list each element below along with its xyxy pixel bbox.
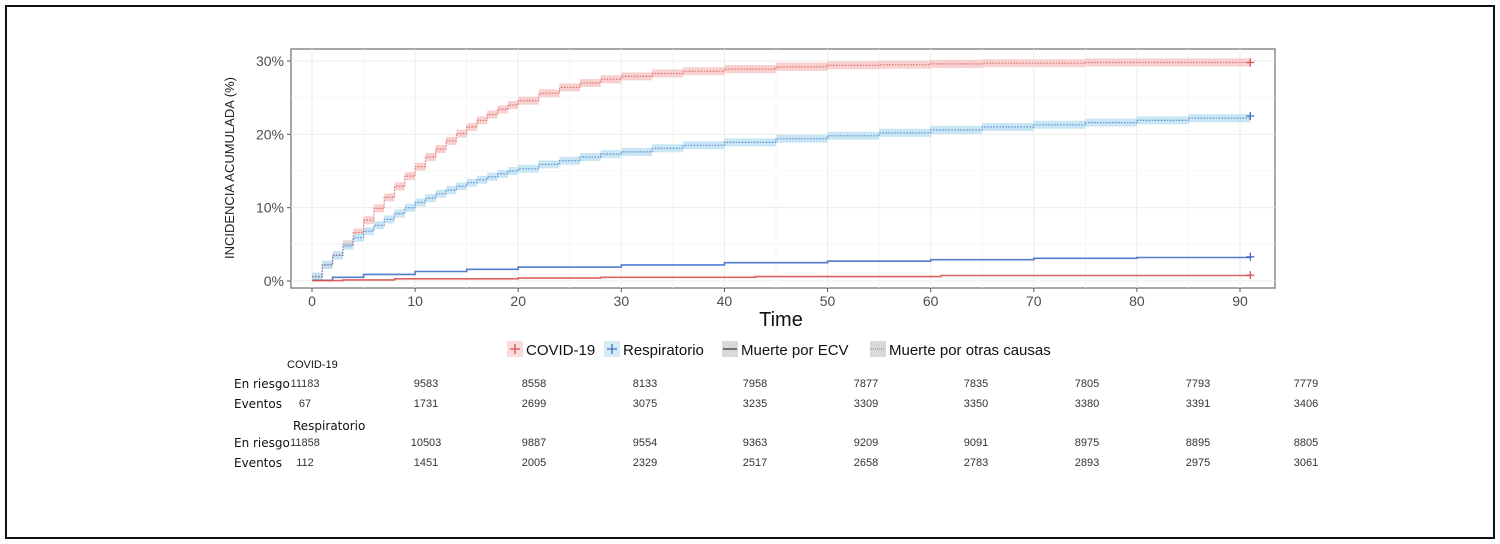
x-tick-label: 90 <box>1232 293 1248 309</box>
risk-cell: 7793 <box>1185 378 1211 390</box>
risk-cell: 1731 <box>413 398 439 410</box>
risk-cell: 2699 <box>521 398 547 410</box>
risk-cell: 8975 <box>1074 437 1100 449</box>
x-tick-label: 80 <box>1129 293 1145 309</box>
y-tick-label: 30% <box>256 53 284 69</box>
risk-row-label: Eventos <box>234 456 282 470</box>
risk-cell: 2329 <box>632 457 658 469</box>
legend-label: Muerte por otras causas <box>889 342 1051 359</box>
risk-cell: 8895 <box>1185 437 1211 449</box>
risk-cell: 112 <box>296 457 314 469</box>
x-tick-label: 70 <box>1026 293 1042 309</box>
risk-cell: 3406 <box>1293 398 1319 410</box>
risk-cell: 2005 <box>521 457 547 469</box>
legend: COVID-19 Respiratorio Muerte por ECV Muerte… <box>507 341 1051 359</box>
risk-group-title: COVID-19 <box>287 359 338 371</box>
y-tick-label: 0% <box>264 273 284 289</box>
respiratorio-plus-icon <box>607 344 617 354</box>
risk-cell: 2893 <box>1074 457 1100 469</box>
risk-cell: 3061 <box>1293 457 1319 469</box>
x-tick-label: 0 <box>308 293 316 309</box>
censor-marker <box>1246 252 1255 261</box>
risk-cell: 9091 <box>963 437 989 449</box>
risk-cell: 1451 <box>413 457 439 469</box>
x-tick-label: 40 <box>717 293 733 309</box>
series-lines <box>312 61 1252 282</box>
x-tick-label: 30 <box>614 293 630 309</box>
series-line <box>312 116 1251 278</box>
x-axis-ticks: 0 10 20 30 40 50 60 70 80 90 <box>308 288 1248 309</box>
x-tick-label: 10 <box>407 293 423 309</box>
censor-marker <box>1246 112 1255 120</box>
risk-cell: 7877 <box>853 378 879 390</box>
censor-marker <box>1246 58 1255 67</box>
risk-cell: 7805 <box>1074 378 1100 390</box>
risk-cell: 8558 <box>521 378 547 390</box>
risk-cell: 9887 <box>521 437 547 449</box>
risk-cell: 7958 <box>742 378 768 390</box>
legend-label: Respiratorio <box>623 342 704 359</box>
risk-cell: 2517 <box>742 457 768 469</box>
risk-cell: 3350 <box>963 398 989 410</box>
risk-cell: 10503 <box>410 437 442 449</box>
series-line <box>312 256 1252 282</box>
risk-row-label: En riesgo <box>234 377 290 391</box>
risk-cell: 8133 <box>632 378 658 390</box>
risk-cell: 2783 <box>963 457 989 469</box>
risk-cell: 3075 <box>632 398 658 410</box>
risk-cell: 67 <box>298 398 312 410</box>
risk-cell: 7779 <box>1293 378 1319 390</box>
risk-cell: 8805 <box>1293 437 1319 449</box>
x-axis-label: Time <box>759 309 803 331</box>
risk-cell: 9209 <box>853 437 879 449</box>
risk-group-title: Respiratorio <box>293 419 366 433</box>
x-tick-label: 60 <box>923 293 939 309</box>
risk-cell: 3391 <box>1185 398 1211 410</box>
y-axis-label: INCIDENCIA ACUMULADA (%) <box>222 77 237 259</box>
risk-cell: 9554 <box>632 437 658 449</box>
legend-label: Muerte por ECV <box>741 342 849 359</box>
risk-row-label: Eventos <box>234 397 282 411</box>
risk-cell: 9363 <box>742 437 768 449</box>
series-line <box>312 274 1252 282</box>
figure-frame <box>5 5 1495 539</box>
risk-cell: 3235 <box>742 398 768 410</box>
risk-cell: 3380 <box>1074 398 1100 410</box>
risk-cell: 7835 <box>963 378 989 390</box>
plot-panel <box>290 48 1276 289</box>
censor-markers <box>1246 58 1255 280</box>
covid-plus-icon <box>510 344 520 354</box>
legend-label: COVID-19 <box>526 342 595 359</box>
risk-cell: 11858 <box>290 437 320 449</box>
risk-cell: 3309 <box>853 398 879 410</box>
risk-cell: 9583 <box>413 378 439 390</box>
risk-cell: 11183 <box>290 378 320 390</box>
x-tick-label: 50 <box>820 293 836 309</box>
x-tick-label: 20 <box>510 293 526 309</box>
censor-marker <box>1246 271 1255 280</box>
grid-lines <box>291 49 1275 288</box>
series-line <box>312 61 1251 278</box>
risk-cell: 2975 <box>1185 457 1211 469</box>
y-axis-ticks: 0% 10% 20% 30% <box>256 53 291 289</box>
risk-cell: 2658 <box>853 457 879 469</box>
risk-row-label: En riesgo <box>234 436 290 450</box>
y-tick-label: 10% <box>256 200 284 216</box>
y-tick-label: 20% <box>256 126 284 142</box>
